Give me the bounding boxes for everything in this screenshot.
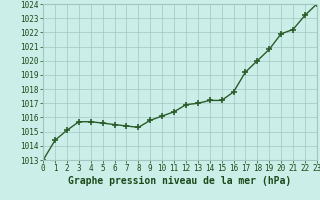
X-axis label: Graphe pression niveau de la mer (hPa): Graphe pression niveau de la mer (hPa) xyxy=(68,176,292,186)
